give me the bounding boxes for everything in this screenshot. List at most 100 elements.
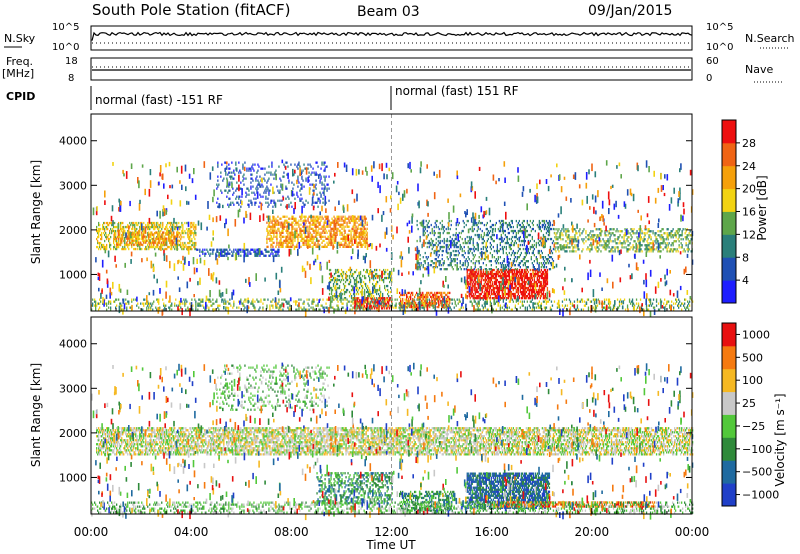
range-gate-cell <box>508 295 510 298</box>
range-gate-cell <box>156 221 158 225</box>
range-gate-cell <box>465 258 467 261</box>
range-gate-cell <box>308 229 310 232</box>
range-gate-cell <box>467 276 469 280</box>
range-gate-cell <box>483 231 485 235</box>
range-gate-cell <box>491 268 493 272</box>
range-gate-cell <box>303 229 305 232</box>
range-gate-cell <box>510 243 512 247</box>
range-gate-cell <box>502 231 504 235</box>
range-gate-cell <box>374 284 376 288</box>
range-gate-cell <box>299 231 301 234</box>
range-gate-cell <box>172 223 174 227</box>
range-gate-cell <box>157 235 159 238</box>
range-gate-cell <box>336 221 338 224</box>
range-gate-cell <box>538 219 540 223</box>
range-gate-cell <box>511 278 513 282</box>
range-gate-cell <box>519 272 521 276</box>
range-gate-cell <box>487 229 489 233</box>
range-gate-cell <box>579 232 581 235</box>
range-gate-cell <box>523 280 525 284</box>
range-gate-cell <box>155 231 157 234</box>
range-gate-cell <box>306 229 308 232</box>
range-gate-cell <box>278 221 280 224</box>
range-gate-cell <box>270 225 272 228</box>
range-gate-cell <box>482 247 484 251</box>
range-gate-cell <box>521 268 523 272</box>
range-gate-cell <box>476 288 478 292</box>
range-gate-cell <box>98 229 100 233</box>
range-gate-cell <box>407 299 409 303</box>
range-gate-cell <box>288 245 290 248</box>
range-gate-cell <box>116 239 118 243</box>
range-gate-cell <box>320 237 322 240</box>
range-gate-cell <box>345 290 348 294</box>
range-gate-cell <box>169 221 171 225</box>
range-gate-cell <box>135 229 137 233</box>
range-gate-cell <box>139 243 141 246</box>
range-gate-cell <box>507 290 509 294</box>
range-gate-cell <box>317 229 319 232</box>
range-gate-cell <box>489 295 491 298</box>
range-gate-cell <box>441 291 443 295</box>
range-gate-cell <box>360 303 363 306</box>
range-gate-cell <box>257 187 259 190</box>
range-gate-cell <box>380 297 382 300</box>
range-gate-cell <box>251 203 253 206</box>
range-gate-cell <box>475 286 477 290</box>
range-gate-cell <box>343 219 345 222</box>
range-gate-cell <box>228 205 230 208</box>
range-gate-cell <box>496 270 498 274</box>
range-gate-cell <box>519 223 521 227</box>
range-gate-cell <box>217 248 219 251</box>
range-gate-cell <box>154 231 156 235</box>
range-gate-cell <box>530 276 532 280</box>
range-gate-cell <box>277 199 279 202</box>
range-gate-cell <box>222 254 224 257</box>
range-gate-cell <box>547 254 550 257</box>
range-gate-cell <box>344 241 346 244</box>
range-gate-cell <box>335 231 337 234</box>
range-gate-cell <box>431 231 433 235</box>
range-gate-cell <box>450 251 452 255</box>
range-gate-cell <box>314 225 316 228</box>
range-gate-cell <box>158 241 160 244</box>
range-gate-cell <box>387 292 389 296</box>
range-gate-cell <box>540 280 542 284</box>
range-gate-cell <box>536 284 538 288</box>
range-gate-cell <box>525 295 527 298</box>
range-gate-cell <box>318 227 320 230</box>
range-gate-cell <box>498 292 500 296</box>
range-gate-cell <box>425 295 427 299</box>
range-gate-cell <box>483 284 485 288</box>
range-gate-cell <box>192 223 194 227</box>
range-gate-cell <box>301 197 303 200</box>
range-gate-cell <box>301 183 303 186</box>
range-gate-cell <box>532 286 534 290</box>
range-gate-cell <box>437 256 439 259</box>
range-gate-cell <box>338 284 341 288</box>
range-gate-cell <box>110 243 112 247</box>
range-gate-cell <box>160 243 162 246</box>
range-gate-cell <box>442 249 444 253</box>
range-gate-cell <box>379 288 381 292</box>
range-gate-cell <box>491 237 493 241</box>
range-gate-cell <box>231 254 233 257</box>
range-gate-cell <box>357 217 359 220</box>
range-gate-cell <box>463 249 465 253</box>
range-gate-cell <box>268 225 270 228</box>
range-gate-cell <box>134 235 136 238</box>
range-gate-cell <box>367 284 369 288</box>
range-gate-cell <box>240 187 242 190</box>
range-gate-cell <box>471 282 473 286</box>
range-gate-cell <box>522 223 524 227</box>
range-gate-cell <box>317 197 319 200</box>
range-gate-cell <box>272 173 274 176</box>
range-gate-cell <box>471 276 473 280</box>
range-gate-cell <box>364 221 366 224</box>
range-gate-cell <box>489 297 491 300</box>
range-gate-cell <box>275 221 277 224</box>
range-gate-cell <box>269 233 271 236</box>
range-gate-cell <box>353 295 356 298</box>
range-gate-cell <box>372 282 374 286</box>
range-gate-cell <box>270 243 272 246</box>
